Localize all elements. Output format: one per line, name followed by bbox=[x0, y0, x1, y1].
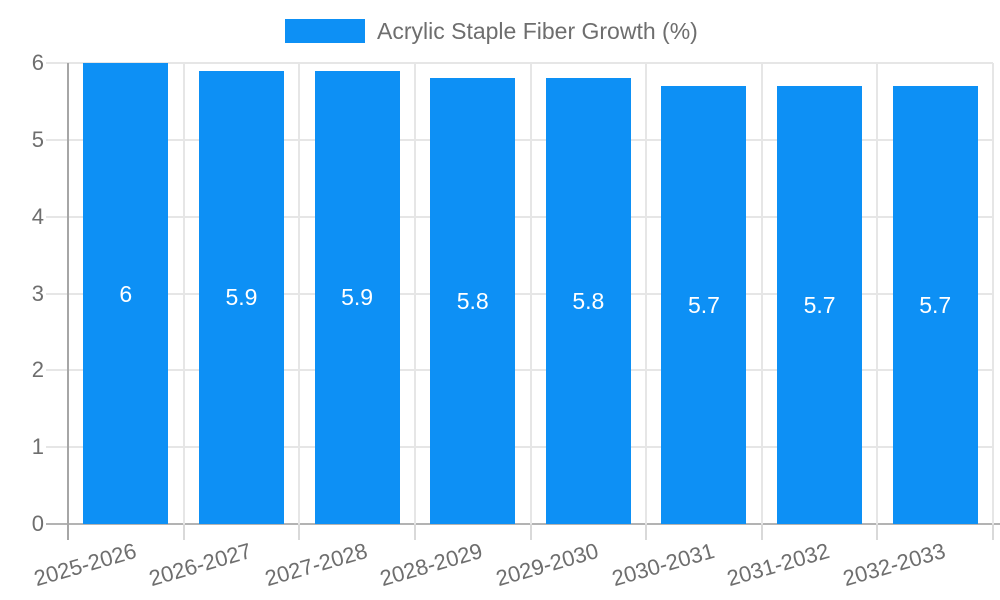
bar[interactable] bbox=[314, 70, 400, 524]
horizontal-gridline bbox=[46, 446, 993, 449]
y-axis-tick-label: 3 bbox=[31, 280, 44, 306]
vertical-gridline bbox=[876, 63, 879, 524]
bar[interactable] bbox=[661, 86, 747, 524]
bar[interactable] bbox=[892, 86, 978, 524]
x-axis-tick-label: 2030-2031 bbox=[608, 538, 717, 592]
x-axis-tick bbox=[298, 524, 301, 540]
bar-value-label: 5.8 bbox=[572, 288, 605, 315]
horizontal-gridline bbox=[46, 292, 993, 295]
vertical-gridline bbox=[992, 63, 994, 524]
vertical-gridline bbox=[760, 63, 763, 524]
x-axis-tick bbox=[182, 524, 185, 540]
bar-value-label: 5.9 bbox=[225, 284, 258, 311]
y-axis-tick-label: 1 bbox=[31, 434, 44, 460]
vertical-gridline bbox=[182, 63, 185, 524]
y-axis-line bbox=[67, 63, 69, 540]
horizontal-gridline bbox=[46, 369, 993, 372]
y-axis-tick-label: 6 bbox=[31, 50, 44, 75]
x-axis-tick bbox=[760, 524, 763, 540]
bar-value-label: 5.8 bbox=[456, 288, 489, 315]
bar[interactable] bbox=[83, 63, 169, 524]
x-axis-baseline bbox=[46, 523, 1000, 525]
bar-value-label: 5.7 bbox=[803, 292, 836, 319]
bar-value-label: 6 bbox=[119, 280, 133, 307]
horizontal-gridline bbox=[46, 138, 993, 141]
bar[interactable] bbox=[545, 78, 631, 524]
x-axis-tick bbox=[413, 524, 416, 540]
y-axis-tick-label: 5 bbox=[31, 126, 44, 152]
x-axis-tick bbox=[876, 524, 879, 540]
bar-value-label: 5.7 bbox=[919, 292, 952, 319]
bar[interactable] bbox=[198, 70, 284, 524]
x-axis-tick-label: 2028-2029 bbox=[377, 538, 486, 592]
x-axis-tick-label: 2027-2028 bbox=[261, 538, 370, 592]
x-axis-tick bbox=[992, 524, 994, 540]
bar-value-label: 5.7 bbox=[687, 292, 720, 319]
x-axis-tick-label: 2025-2026 bbox=[30, 538, 139, 592]
vertical-gridline bbox=[529, 63, 532, 524]
legend-color-swatch bbox=[285, 19, 365, 43]
bar[interactable] bbox=[777, 86, 863, 524]
y-axis-tick-label: 0 bbox=[31, 511, 44, 536]
bar-value-label: 5.9 bbox=[341, 284, 374, 311]
x-axis-tick-label: 2031-2032 bbox=[724, 538, 833, 592]
bar[interactable] bbox=[430, 78, 516, 524]
x-axis-tick-label: 2032-2033 bbox=[840, 538, 949, 592]
vertical-gridline bbox=[298, 63, 301, 524]
x-axis-tick-label: 2026-2027 bbox=[146, 538, 255, 592]
y-axis-tick-label: 4 bbox=[31, 203, 44, 229]
x-axis-tick bbox=[529, 524, 532, 540]
vertical-gridline bbox=[413, 63, 416, 524]
x-axis-tick bbox=[645, 524, 648, 540]
x-axis-tick-label: 2029-2030 bbox=[493, 538, 602, 592]
vertical-gridline bbox=[645, 63, 648, 524]
legend-series-label: Acrylic Staple Fiber Growth (%) bbox=[377, 18, 698, 44]
horizontal-gridline bbox=[46, 215, 993, 218]
horizontal-gridline bbox=[46, 62, 993, 64]
y-axis-tick-label: 2 bbox=[31, 357, 44, 383]
chart-legend: Acrylic Staple Fiber Growth (%) bbox=[285, 17, 698, 45]
